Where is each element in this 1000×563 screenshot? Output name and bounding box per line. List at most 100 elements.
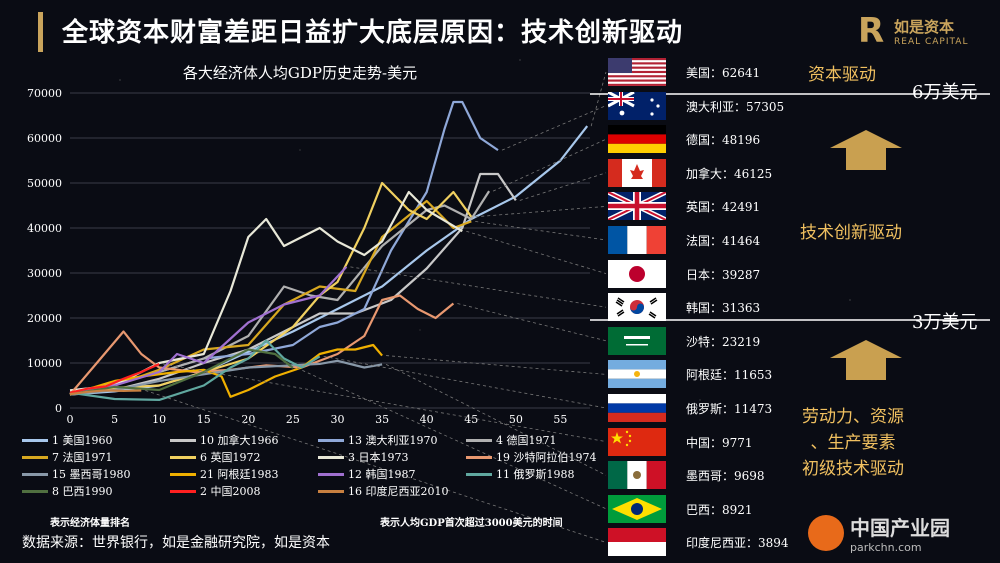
brand-name-en: REAL CAPITAL [894, 36, 969, 47]
leader-line [466, 230, 607, 274]
chart-grid [70, 92, 590, 409]
x-tick-label: 0 [67, 413, 74, 426]
x-tick-label: 40 [420, 413, 434, 426]
flag-br-icon [608, 494, 666, 523]
y-tick-label: 50000 [27, 177, 62, 190]
legend-label: 4 德国1971 [496, 434, 557, 447]
flag-mx-icon [608, 461, 666, 490]
y-tick-label: 10000 [27, 357, 62, 370]
legend-label: 11 俄罗斯1988 [496, 468, 575, 481]
y-tick-label: 70000 [27, 87, 62, 100]
leader-line [475, 221, 607, 241]
watermark-logo-icon [808, 515, 844, 551]
country-value-label: 印度尼西亚：3894 [686, 536, 789, 551]
legend-swatch [22, 489, 48, 493]
country-value-label: 英国：42491 [686, 200, 761, 215]
series-line [69, 190, 491, 396]
series-line [69, 389, 142, 396]
legend-item: 16 印度尼西亚2010 [318, 483, 449, 499]
flag-jp-icon [608, 259, 666, 288]
legend-label: 10 加拿大1966 [200, 434, 279, 447]
flag-ca-icon [608, 158, 666, 187]
leader-lines [145, 71, 607, 543]
series-line [69, 190, 463, 392]
x-tick-label: 25 [286, 413, 300, 426]
x-tick-label: 5 [111, 413, 118, 426]
series-line [69, 100, 499, 395]
capital-driven-label: 资本驱动 [808, 65, 876, 85]
flag-fr-icon [608, 226, 666, 254]
chart-title: 各大经济体人均GDP历史走势-美元 [183, 64, 417, 82]
legend-label: 21 阿根廷1983 [200, 468, 279, 481]
three-ten-thousand-label: 3万美元 [912, 312, 978, 333]
page-title: 全球资本财富差距日益扩大底层原因：技术创新驱动 [62, 18, 684, 48]
legend-item: 10 加拿大1966 [170, 432, 279, 448]
leader-line [590, 71, 607, 127]
legend-label: 8 巴西1990 [52, 485, 113, 498]
y-tick-label: 40000 [27, 222, 62, 235]
x-tick-label: 45 [464, 413, 478, 426]
series-line [69, 362, 160, 394]
legend-item: 8 巴西1990 [22, 483, 113, 499]
leader-line [519, 172, 607, 201]
tech-driven-label: 技术创新驱动 [800, 223, 902, 243]
leader-line [350, 266, 607, 308]
y-tick-label: 60000 [27, 132, 62, 145]
flag-gb-icon [608, 192, 666, 221]
legend-label: 7 法国1971 [52, 451, 113, 464]
x-tick-label: 55 [553, 413, 567, 426]
legend-label: 2 中国2008 [200, 485, 261, 498]
flag-kr-icon [608, 293, 666, 322]
x-tick-label: 15 [197, 413, 211, 426]
watermark-en: parkchn.com [850, 541, 922, 554]
legend-swatch [22, 472, 48, 476]
leader-line [475, 206, 607, 218]
series-line [69, 339, 321, 401]
leader-line [385, 364, 607, 476]
country-value-label: 墨西哥：9698 [686, 469, 765, 484]
legend-swatch [22, 438, 48, 442]
y-tick-label: 20000 [27, 312, 62, 325]
legend-swatch [318, 472, 344, 476]
legend-item: 7 法国1971 [22, 449, 113, 465]
up-arrow-icon [830, 130, 902, 170]
country-value-label: 阿根廷：11653 [686, 368, 773, 383]
legend-swatch [318, 438, 344, 442]
legend-label: 3 日本1973 [348, 451, 409, 464]
series-line [69, 172, 517, 396]
flag-us-icon [608, 58, 666, 86]
flag-au-icon [608, 91, 666, 120]
brand-logo: R 如是资本 REAL CAPITAL [858, 12, 968, 50]
legend-label: 12 韩国1987 [348, 468, 416, 481]
leader-line [457, 303, 607, 342]
legend-item: 15 墨西哥1980 [22, 466, 131, 482]
series-line [69, 343, 383, 398]
watermark-cn: 中国产业园 [850, 516, 950, 540]
legend-swatch [466, 472, 492, 476]
legend-item: 6 英国1972 [170, 449, 261, 465]
flag-ru-icon [608, 394, 666, 422]
labor-driven-label: 劳动力、资源 、生产要素 初级技术驱动 [802, 407, 904, 479]
leader-line [163, 363, 607, 442]
brand-name-cn: 如是资本 [894, 17, 955, 36]
legend-label: 15 墨西哥1980 [52, 468, 131, 481]
legend-item: 13 澳大利亚1970 [318, 432, 438, 448]
legend-item: 21 阿根廷1983 [170, 466, 279, 482]
x-tick-label: 30 [331, 413, 345, 426]
leader-line [296, 367, 607, 510]
legend-item: 2 中国2008 [170, 483, 261, 499]
chart-series [69, 100, 589, 401]
watermark: 中国产业园 parkchn.com [808, 512, 950, 554]
x-axis-ticks: 0 5 10 15 20 25 30 35 40 45 50 55 [67, 413, 568, 426]
legend-swatch [318, 489, 344, 493]
series-line [69, 359, 383, 396]
title-accent-bar [38, 12, 43, 52]
legend-swatch [170, 455, 196, 459]
flag-id-icon [608, 528, 666, 557]
series-line [69, 348, 294, 396]
flag-ar-icon [608, 360, 666, 389]
x-tick-label: 10 [152, 413, 166, 426]
x-tick-label: 35 [375, 413, 389, 426]
legend-swatch [466, 455, 492, 459]
